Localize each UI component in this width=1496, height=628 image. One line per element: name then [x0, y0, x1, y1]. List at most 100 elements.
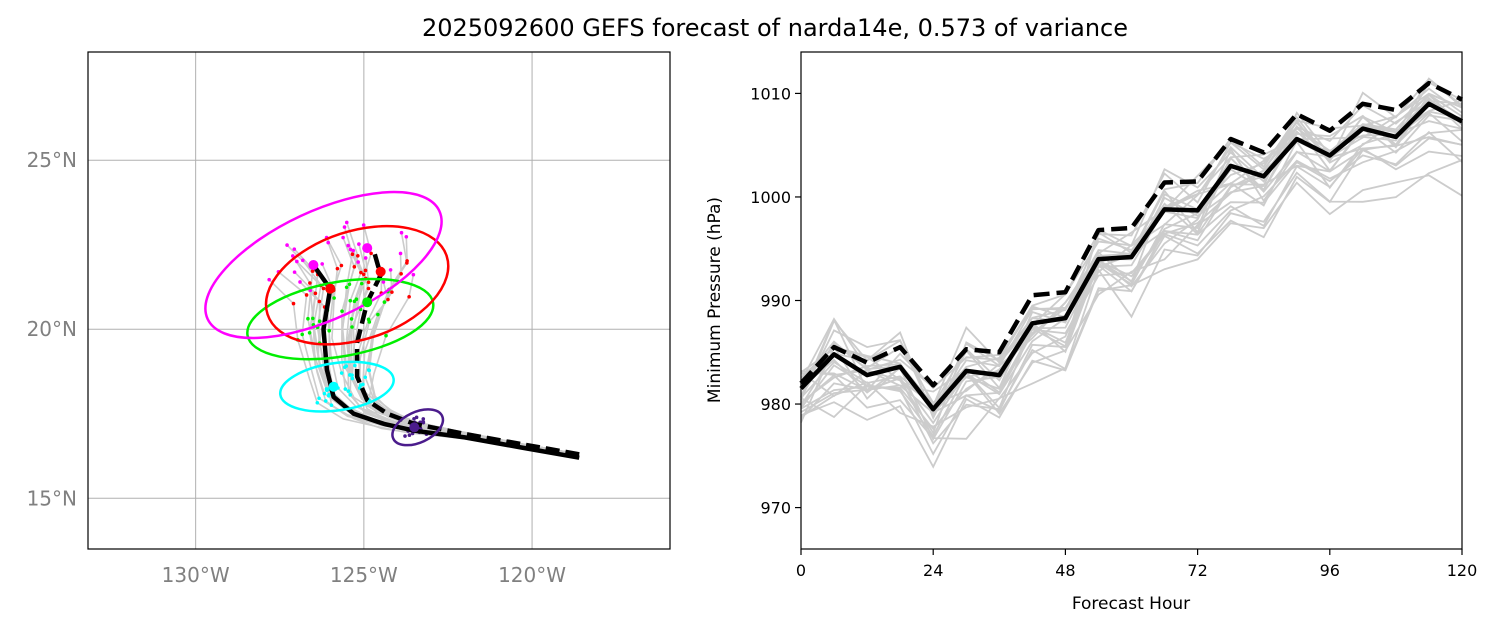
map-ellipse-hour-0	[391, 408, 445, 447]
map-member-position	[347, 282, 352, 287]
pressure-xtick-label: 24	[923, 561, 943, 580]
map-member-position	[363, 256, 368, 260]
pressure-ensemble-line	[800, 120, 1463, 407]
track-map-panel: 130°W 125°W 120°W 15°N 20°N 25°N	[27, 51, 671, 587]
map-member-position	[306, 316, 310, 321]
map-lat-tick-label: 25°N	[27, 148, 77, 172]
map-member-position	[405, 259, 409, 263]
pressure-ensemble-line	[800, 137, 1463, 445]
map-member-position	[315, 400, 320, 405]
map-member-position	[384, 333, 388, 338]
map-mean-position-hour-96	[362, 243, 373, 254]
map-ensemble-track	[341, 222, 580, 456]
map-member-position	[335, 266, 340, 271]
map-member-position	[381, 280, 386, 284]
map-member-position	[367, 320, 372, 324]
pressure-xtick-label: 96	[1320, 561, 1340, 580]
map-frame	[87, 51, 671, 550]
map-member-position	[321, 286, 326, 291]
pressure-series-solid	[799, 101, 1464, 412]
pressure-xtick-label: 0	[796, 561, 806, 580]
map-member-position	[298, 280, 302, 284]
map-member-position	[310, 269, 315, 273]
pressure-ticks: 0 24 48 72 96 120 970 980 990 1000 1010	[750, 84, 1477, 580]
map-mean-position-hour-0	[409, 422, 420, 433]
map-member-position	[320, 262, 324, 266]
map-ellipse-hour-48	[246, 277, 435, 361]
map-member-position	[398, 251, 403, 256]
map-member-position	[291, 301, 296, 306]
map-member-position	[307, 330, 312, 335]
map-member-position	[386, 297, 390, 302]
map-member-position	[354, 297, 359, 302]
map-member-position	[411, 272, 416, 277]
map-member-position	[359, 270, 363, 275]
map-member-position	[350, 252, 355, 257]
pressure-ensemble-line	[800, 159, 1463, 440]
map-member-position	[414, 415, 419, 420]
pressure-ensemble-line	[800, 77, 1463, 416]
map-member-position	[327, 392, 331, 397]
map-member-position	[349, 317, 354, 321]
map-member-position	[329, 403, 334, 408]
pressure-ytick-label: 990	[760, 292, 791, 311]
map-mean-track-dashed	[354, 250, 580, 457]
map-member-position	[341, 235, 345, 240]
map-member-position	[366, 286, 371, 291]
map-member-position	[350, 376, 355, 381]
map-member-position	[350, 373, 354, 377]
pressure-ytick-label: 1000	[750, 188, 791, 207]
map-member-position	[346, 389, 351, 393]
map-member-position	[350, 325, 354, 329]
map-lon-tick-label: 130°W	[162, 563, 230, 587]
map-member-position	[361, 382, 365, 387]
map-member-position	[356, 254, 360, 258]
map-member-position	[339, 263, 344, 268]
map-member-position	[342, 225, 347, 229]
map-ensemble-track	[358, 281, 580, 456]
map-ellipse-hour-24	[278, 360, 395, 413]
map-member-position	[357, 242, 361, 246]
map-member-position	[317, 299, 322, 304]
map-mean-position-hour-72	[325, 283, 336, 294]
map-member-position	[403, 434, 407, 438]
map-member-position	[292, 270, 297, 274]
map-member-position	[317, 396, 321, 401]
map-member-position	[326, 240, 330, 245]
map-member-position	[407, 294, 411, 299]
map-member-position	[361, 223, 366, 227]
map-mean-position-hour-96	[308, 260, 319, 270]
pressure-ensemble-line	[800, 147, 1463, 456]
map-member-position	[348, 247, 353, 252]
map-member-position	[344, 285, 349, 290]
map-mean-position-hour-24	[328, 381, 339, 392]
map-member-position	[295, 259, 299, 264]
map-member-position	[363, 375, 368, 380]
map-member-position	[342, 365, 347, 370]
map-member-position	[399, 230, 404, 235]
pressure-series	[799, 80, 1464, 412]
map-member-position	[300, 332, 305, 337]
pressure-ensemble-line	[800, 129, 1463, 428]
map-member-position	[339, 371, 344, 375]
figure-title: 2025092600 GEFS forecast of narda14e, 0.…	[422, 14, 1128, 42]
pressure-ensemble-line	[800, 87, 1463, 435]
map-lat-tick-label: 20°N	[27, 317, 77, 341]
map-member-position	[346, 243, 350, 248]
pressure-xtick-label: 48	[1055, 561, 1075, 580]
map-mean-positions	[308, 243, 420, 433]
map-member-position	[311, 316, 315, 321]
pressure-xtick-label: 72	[1187, 561, 1207, 580]
map-member-position	[382, 300, 387, 304]
pressure-chart-panel: 0 24 48 72 96 120 970 980 990 1000 1010 Forecast H…	[705, 51, 1477, 614]
pressure-ensemble-line	[800, 136, 1463, 425]
map-member-position	[399, 272, 403, 276]
map-member-position	[404, 234, 409, 239]
map-lon-tick-label: 120°W	[498, 563, 566, 587]
map-member-position	[388, 268, 393, 272]
map-tick-labels: 130°W 125°W 120°W 15°N 20°N 25°N	[27, 148, 567, 587]
map-member-position	[344, 220, 349, 225]
pressure-ytick-label: 980	[760, 395, 791, 414]
pressure-xtick-label: 120	[1447, 561, 1478, 580]
